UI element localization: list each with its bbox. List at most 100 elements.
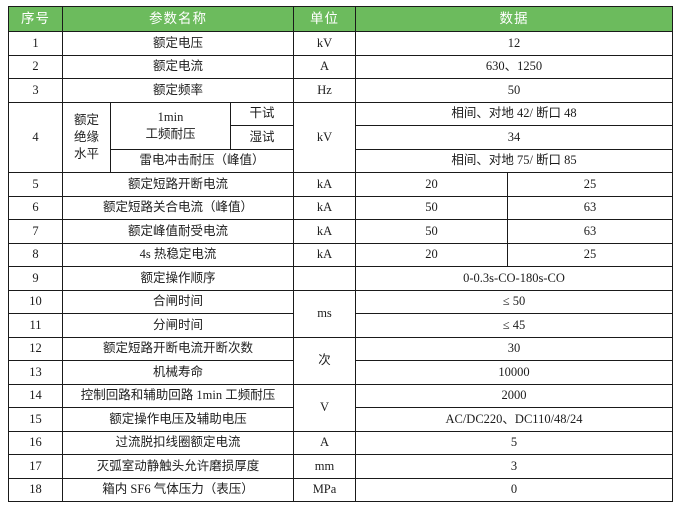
serial-cell: 17 — [8, 454, 63, 479]
unit-cell: A — [293, 54, 356, 79]
data-cell: 20 — [355, 242, 508, 267]
param-cell: 箱内 SF6 气体压力（表压） — [62, 477, 294, 502]
param-cell: 额定电压 — [62, 31, 294, 56]
param-cell: 额定操作顺序 — [62, 266, 294, 291]
spec-table-container: 序号 参数名称 单位 数据 1 额定电压 kV 12 2 额定电流 A 630、… — [8, 6, 673, 502]
table-row: 10 合闸时间 ms ≤ 50 — [8, 289, 673, 338]
serial-cell: 5 — [8, 172, 63, 197]
serial-cell: 12 — [8, 336, 63, 361]
spec-table: 序号 参数名称 单位 数据 1 额定电压 kV 12 2 额定电流 A 630、… — [8, 6, 673, 502]
param-cell: 分闸时间 — [62, 313, 294, 338]
unit-cell: kA — [293, 219, 356, 244]
table-row: 13 机械寿命 10000 — [8, 360, 673, 385]
unit-cell: kA — [293, 172, 356, 197]
serial-cell: 15 — [8, 407, 63, 432]
table-row-insulation-wet: 湿试 34 — [9, 125, 673, 150]
data-cell: 0-0.3s-CO-180s-CO — [355, 266, 673, 291]
table-row: 8 4s 热稳定电流 kA 20 25 — [8, 242, 673, 267]
data-cell: 12 — [355, 31, 673, 56]
data-cell: ≤ 50 — [355, 289, 673, 314]
data-cell: 10000 — [355, 360, 673, 385]
serial-cell: 7 — [8, 219, 63, 244]
table-row-insulation-dry: 4 额定 绝缘 水平 1min 工频耐压 干试 kV 相间、对地 42/ 断口 … — [8, 101, 673, 173]
table-row: 14 控制回路和辅助回路 1min 工频耐压 V 2000 — [8, 383, 673, 432]
table-row: 5 额定短路开断电流 kA 20 25 — [8, 172, 673, 197]
serial-cell: 14 — [8, 383, 63, 408]
data-cell: 63 — [507, 219, 673, 244]
serial-cell: 8 — [8, 242, 63, 267]
param-cell: 额定峰值耐受电流 — [62, 219, 294, 244]
unit-cell: Hz — [293, 78, 356, 103]
unit-cell: V — [293, 383, 356, 432]
table-row: 17 灭弧室动静触头允许磨损厚度 mm 3 — [8, 454, 673, 479]
table-row: 18 箱内 SF6 气体压力（表压） MPa 0 — [8, 477, 673, 502]
header-data: 数据 — [355, 6, 673, 32]
data-cell: 25 — [507, 172, 673, 197]
param-cell: 额定短路开断电流 — [62, 172, 294, 197]
unit-cell: kV — [293, 101, 356, 173]
serial-cell: 10 — [8, 289, 63, 314]
table-row: 15 额定操作电压及辅助电压 AC/DC220、DC110/48/24 — [8, 407, 673, 432]
param-cell: 合闸时间 — [62, 289, 294, 314]
data-cell: 25 — [507, 242, 673, 267]
serial-cell: 6 — [8, 195, 63, 220]
unit-cell: ms — [293, 289, 356, 338]
data-cell: 2000 — [355, 383, 673, 408]
data-cell: 50 — [355, 219, 508, 244]
data-cell: 30 — [355, 336, 673, 361]
data-cell: 5 — [355, 430, 673, 455]
param-cell: 灭弧室动静触头允许磨损厚度 — [62, 454, 294, 479]
serial-cell: 13 — [8, 360, 63, 385]
lightning-impulse-label: 雷电冲击耐压（峰值） — [110, 148, 294, 173]
unit-cell: kA — [293, 195, 356, 220]
data-cell: 63 — [507, 195, 673, 220]
serial-cell: 3 — [8, 78, 63, 103]
table-row: 16 过流脱扣线圈额定电流 A 5 — [8, 430, 673, 455]
param-cell: 额定电流 — [62, 54, 294, 79]
data-cell: AC/DC220、DC110/48/24 — [355, 407, 673, 432]
power-frequency-withstand-label: 1min 工频耐压 — [110, 101, 231, 150]
param-cell: 机械寿命 — [62, 360, 294, 385]
header-param-name: 参数名称 — [62, 6, 294, 32]
table-row-insulation-lightning: 雷电冲击耐压（峰值） 相间、对地 75/ 断口 85 — [9, 148, 673, 173]
data-cell: 50 — [355, 78, 673, 103]
unit-cell: A — [293, 430, 356, 455]
header-unit: 单位 — [293, 6, 356, 32]
data-cell: ≤ 45 — [355, 313, 673, 338]
unit-cell: kA — [293, 242, 356, 267]
param-cell: 额定操作电压及辅助电压 — [62, 407, 294, 432]
param-cell: 过流脱扣线圈额定电流 — [62, 430, 294, 455]
data-cell: 相间、对地 42/ 断口 48 — [355, 101, 673, 126]
unit-cell: 次 — [293, 336, 356, 385]
serial-cell: 11 — [8, 313, 63, 338]
table-row: 11 分闸时间 ≤ 45 — [8, 313, 673, 338]
param-cell: 4s 热稳定电流 — [62, 242, 294, 267]
data-cell: 630、1250 — [355, 54, 673, 79]
param-cell: 额定短路开断电流开断次数 — [62, 336, 294, 361]
data-cell: 50 — [355, 195, 508, 220]
unit-cell: MPa — [293, 477, 356, 502]
data-cell: 相间、对地 75/ 断口 85 — [355, 148, 673, 173]
serial-cell: 9 — [8, 266, 63, 291]
unit-cell: kV — [293, 31, 356, 56]
serial-cell: 4 — [8, 101, 63, 173]
header-no: 序号 — [8, 6, 63, 32]
serial-cell: 18 — [8, 477, 63, 502]
table-row: 2 额定电流 A 630、1250 — [8, 54, 673, 79]
serial-cell: 16 — [8, 430, 63, 455]
table-row: 3 额定频率 Hz 50 — [8, 78, 673, 103]
serial-cell: 1 — [8, 31, 63, 56]
table-row: 9 额定操作顺序 0-0.3s-CO-180s-CO — [8, 266, 673, 291]
data-cell: 0 — [355, 477, 673, 502]
param-cell: 额定短路关合电流（峰值） — [62, 195, 294, 220]
header-row: 序号 参数名称 单位 数据 — [8, 6, 673, 32]
data-cell: 20 — [355, 172, 508, 197]
unit-cell: mm — [293, 454, 356, 479]
serial-cell: 2 — [8, 54, 63, 79]
table-row: 1 额定电压 kV 12 — [8, 31, 673, 56]
insulation-level-group-label: 额定 绝缘 水平 — [62, 101, 111, 173]
table-row: 6 额定短路关合电流（峰值） kA 50 63 — [8, 195, 673, 220]
wet-test-label: 湿试 — [230, 125, 294, 150]
param-cell: 控制回路和辅助回路 1min 工频耐压 — [62, 383, 294, 408]
dry-test-label: 干试 — [230, 101, 294, 126]
